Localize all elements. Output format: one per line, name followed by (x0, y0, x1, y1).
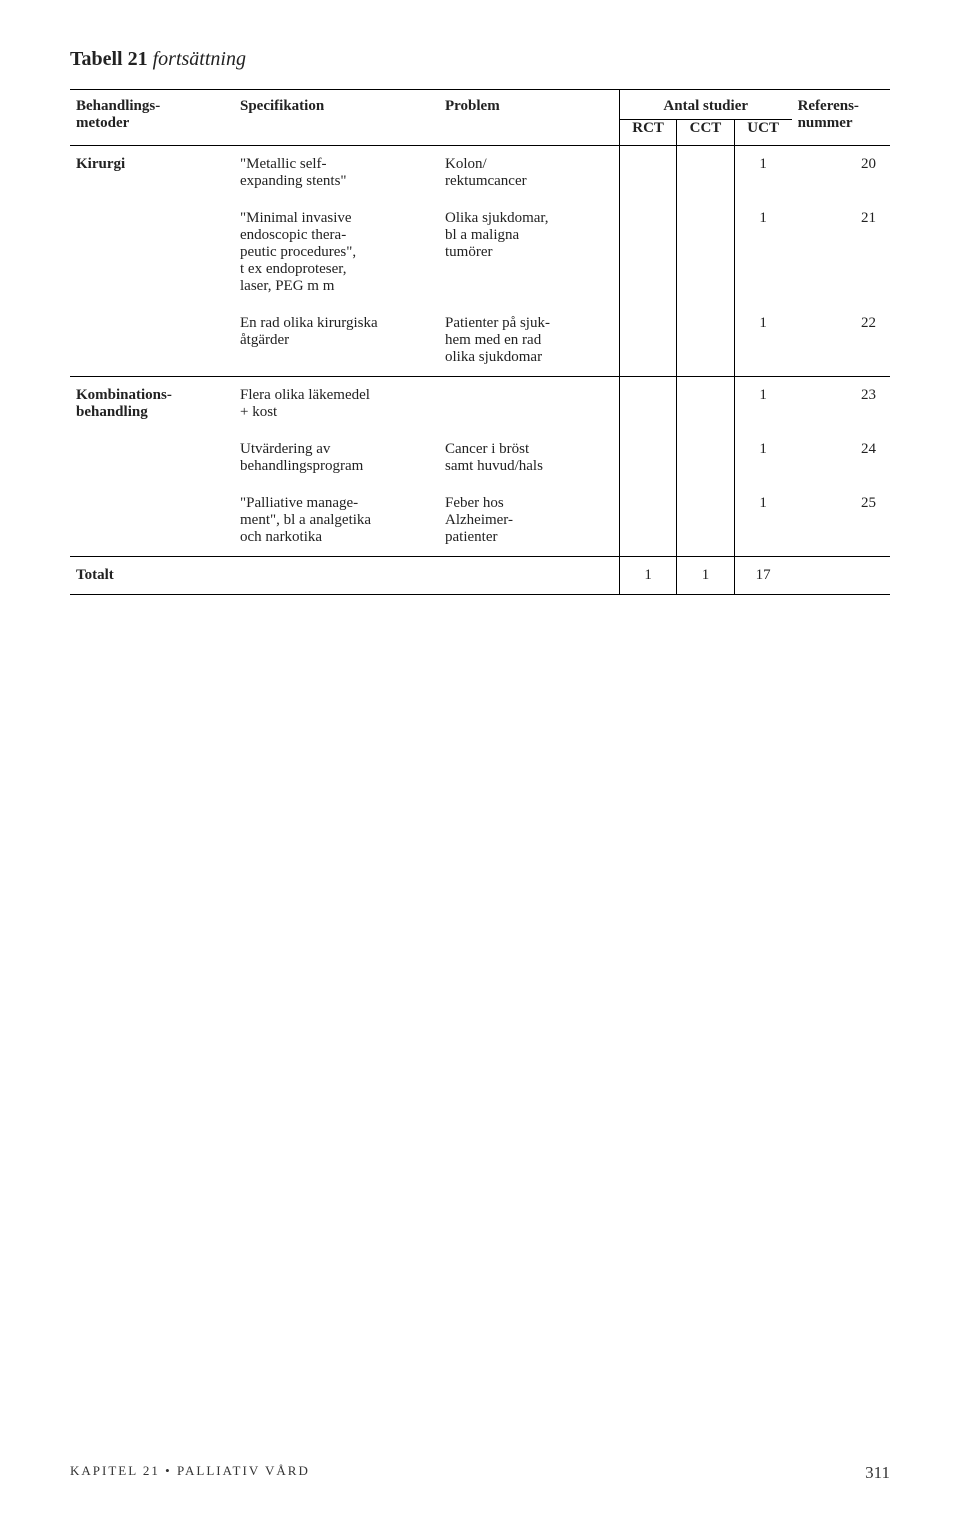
cell-problem (439, 377, 619, 432)
cell-cct (677, 146, 734, 200)
cell-behandlingsmetoder (70, 200, 234, 305)
table-row: "Palliative manage-ment", bl a analgetik… (70, 485, 890, 557)
cell-rct (619, 305, 676, 377)
cell-behandlingsmetoder: Kirurgi (70, 146, 234, 200)
cell-rct (619, 377, 676, 432)
cell-referensnummer: 22 (792, 305, 890, 377)
header-referensnummer: Referens- nummer (792, 90, 890, 146)
cell-behandlingsmetoder (70, 305, 234, 377)
total-ref (792, 557, 890, 595)
table-row: Kirurgi"Metallic self-expanding stents"K… (70, 146, 890, 200)
cell-rct (619, 485, 676, 557)
cell-uct: 1 (734, 146, 791, 200)
cell-uct: 1 (734, 305, 791, 377)
cell-specifikation: En rad olika kirurgiskaåtgärder (234, 305, 439, 377)
cell-problem: Feber hosAlzheimer-patienter (439, 485, 619, 557)
table-title: Tabell 21 fortsättning (70, 48, 890, 71)
cell-specifikation: "Metallic self-expanding stents" (234, 146, 439, 200)
cell-problem: Olika sjukdomar,bl a malignatumörer (439, 200, 619, 305)
cell-uct: 1 (734, 485, 791, 557)
cell-uct: 1 (734, 377, 791, 432)
data-table: Behandlings- metoder Specifikation Probl… (70, 89, 890, 595)
total-cct: 1 (677, 557, 734, 595)
table-row: "Minimal invasiveendoscopic thera-peutic… (70, 200, 890, 305)
footer-chapter: KAPITEL 21 • PALLIATIV VÅRD (70, 1463, 310, 1483)
cell-problem: Patienter på sjuk-hem med en radolika sj… (439, 305, 619, 377)
cell-referensnummer: 25 (792, 485, 890, 557)
cell-specifikation: Flera olika läkemedel+ kost (234, 377, 439, 432)
cell-specifikation: "Palliative manage-ment", bl a analgetik… (234, 485, 439, 557)
total-label: Totalt (70, 557, 234, 595)
header-rct: RCT (619, 120, 676, 146)
header-cct: CCT (677, 120, 734, 146)
cell-uct: 1 (734, 431, 791, 485)
cell-cct (677, 305, 734, 377)
header-specifikation: Specifikation (234, 90, 439, 146)
cell-rct (619, 146, 676, 200)
cell-behandlingsmetoder (70, 485, 234, 557)
title-italic: fortsättning (148, 48, 246, 70)
cell-problem: Kolon/rektumcancer (439, 146, 619, 200)
page-footer: KAPITEL 21 • PALLIATIV VÅRD 311 (70, 1463, 890, 1483)
cell-uct: 1 (734, 200, 791, 305)
table-body: Kirurgi"Metallic self-expanding stents"K… (70, 146, 890, 595)
cell-referensnummer: 20 (792, 146, 890, 200)
total-rct: 1 (619, 557, 676, 595)
header-behandlings: Behandlings- metoder (70, 90, 234, 146)
header-problem: Problem (439, 90, 619, 146)
cell-problem: Cancer i bröstsamt huvud/hals (439, 431, 619, 485)
cell-cct (677, 485, 734, 557)
cell-rct (619, 200, 676, 305)
cell-rct (619, 431, 676, 485)
footer-page-number: 311 (865, 1463, 890, 1483)
cell-specifikation: Utvärdering avbehandlingsprogram (234, 431, 439, 485)
table-row: Kombinations-behandlingFlera olika läkem… (70, 377, 890, 432)
title-bold: Tabell 21 (70, 48, 148, 70)
cell-cct (677, 431, 734, 485)
cell-cct (677, 200, 734, 305)
cell-specifikation: "Minimal invasiveendoscopic thera-peutic… (234, 200, 439, 305)
header-antal-studier: Antal studier (619, 90, 791, 120)
total-row: Totalt1117 (70, 557, 890, 595)
cell-cct (677, 377, 734, 432)
header-uct: UCT (734, 120, 791, 146)
table-row: Utvärdering avbehandlingsprogramCancer i… (70, 431, 890, 485)
cell-behandlingsmetoder: Kombinations-behandling (70, 377, 234, 432)
cell-referensnummer: 21 (792, 200, 890, 305)
total-spacer (234, 557, 619, 595)
total-uct: 17 (734, 557, 791, 595)
table-row: En rad olika kirurgiskaåtgärderPatienter… (70, 305, 890, 377)
cell-referensnummer: 24 (792, 431, 890, 485)
cell-referensnummer: 23 (792, 377, 890, 432)
cell-behandlingsmetoder (70, 431, 234, 485)
